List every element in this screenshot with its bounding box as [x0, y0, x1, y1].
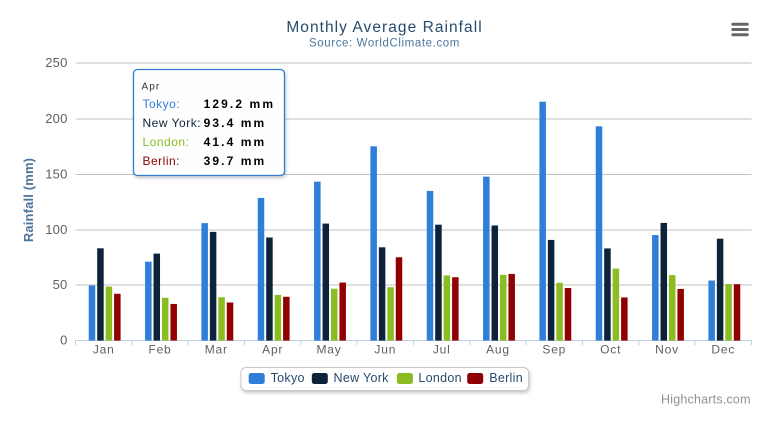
- svg-text:250: 250: [45, 55, 67, 70]
- svg-text:Mar: Mar: [205, 342, 228, 356]
- svg-text:50: 50: [53, 277, 68, 292]
- svg-text:Aug: Aug: [486, 342, 510, 356]
- svg-text:New York:: New York:: [143, 116, 202, 130]
- svg-text:Nov: Nov: [655, 342, 679, 356]
- svg-text:London:: London:: [143, 135, 190, 149]
- svg-text:Highcharts.com: Highcharts.com: [661, 392, 751, 406]
- svg-text:Monthly Average Rainfall: Monthly Average Rainfall: [286, 19, 482, 36]
- svg-text:100: 100: [45, 222, 67, 237]
- svg-text:Jul: Jul: [433, 342, 451, 356]
- svg-text:93.4 mm: 93.4 mm: [204, 116, 267, 130]
- svg-text:Jan: Jan: [93, 342, 115, 356]
- svg-text:39.7 mm: 39.7 mm: [204, 154, 267, 168]
- svg-text:41.4 mm: 41.4 mm: [204, 135, 267, 149]
- svg-text:Tokyo:: Tokyo:: [143, 97, 181, 111]
- svg-text:129.2 mm: 129.2 mm: [204, 97, 276, 111]
- svg-text:Oct: Oct: [600, 342, 621, 356]
- svg-text:May: May: [316, 342, 341, 356]
- svg-text:Dec: Dec: [711, 342, 735, 356]
- svg-text:0: 0: [60, 332, 67, 347]
- svg-text:Berlin:: Berlin:: [143, 154, 181, 168]
- svg-text:Feb: Feb: [148, 342, 171, 356]
- svg-text:Tokyo: Tokyo: [271, 371, 305, 385]
- svg-text:150: 150: [45, 167, 67, 182]
- svg-text:London: London: [418, 371, 462, 385]
- svg-text:New York: New York: [334, 371, 390, 385]
- svg-text:Berlin: Berlin: [489, 371, 523, 385]
- svg-text:Rainfall (mm): Rainfall (mm): [21, 158, 36, 242]
- svg-text:Apr: Apr: [262, 342, 283, 356]
- svg-text:Sep: Sep: [542, 342, 566, 356]
- svg-text:200: 200: [45, 111, 67, 126]
- svg-text:Jun: Jun: [374, 342, 396, 356]
- svg-text:Apr: Apr: [142, 81, 161, 92]
- svg-text:Source: WorldClimate.com: Source: WorldClimate.com: [309, 38, 460, 50]
